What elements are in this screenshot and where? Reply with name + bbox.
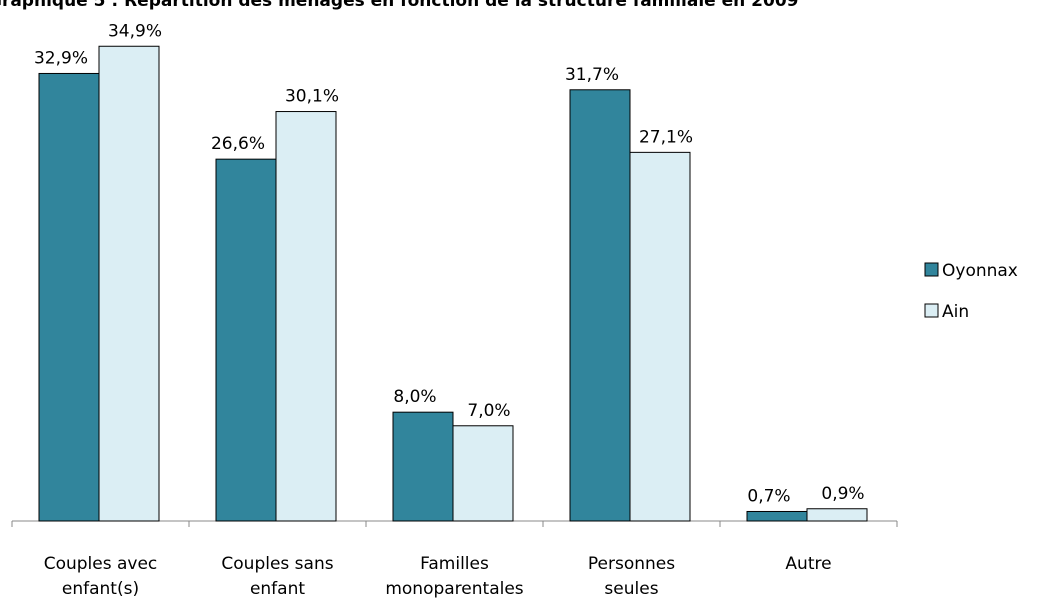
- x-tick-label: Personnes: [588, 554, 675, 574]
- x-tick-label: Familles: [420, 554, 489, 574]
- x-tick-label: Couples sans: [221, 554, 333, 574]
- bar: [569, 89, 631, 522]
- value-label: 32,9%: [34, 48, 88, 68]
- x-tick-label: Couples avec: [44, 554, 158, 574]
- bar: [452, 425, 514, 522]
- bar: [215, 158, 277, 522]
- value-label: 30,1%: [285, 87, 339, 107]
- bar: [392, 411, 454, 522]
- bar: [806, 508, 868, 522]
- bar: [629, 151, 691, 522]
- value-label: 27,1%: [639, 127, 693, 147]
- value-label: 26,6%: [211, 134, 265, 154]
- x-tick-label: seules: [604, 579, 658, 599]
- value-label: 7,0%: [467, 401, 510, 421]
- x-tick-label: monoparentales: [385, 579, 523, 599]
- chart-title: Graphique 5 : Répartition des ménages en…: [0, 0, 798, 11]
- legend-swatch: [924, 262, 939, 277]
- x-tick-label: enfant: [250, 579, 305, 599]
- x-tick-label: Autre: [785, 554, 831, 574]
- bar: [98, 45, 160, 522]
- value-label: 34,9%: [108, 21, 162, 41]
- bar: [38, 72, 100, 522]
- bar: [275, 111, 337, 522]
- value-label: 0,7%: [747, 486, 790, 506]
- value-label: 31,7%: [565, 65, 619, 85]
- x-tick-label: enfant(s): [62, 579, 139, 599]
- value-label: 8,0%: [393, 387, 436, 407]
- legend-label: Oyonnax: [942, 261, 1018, 281]
- value-label: 0,9%: [821, 484, 864, 504]
- bar: [746, 510, 808, 522]
- legend-swatch: [924, 303, 939, 318]
- legend-label: Ain: [942, 302, 969, 322]
